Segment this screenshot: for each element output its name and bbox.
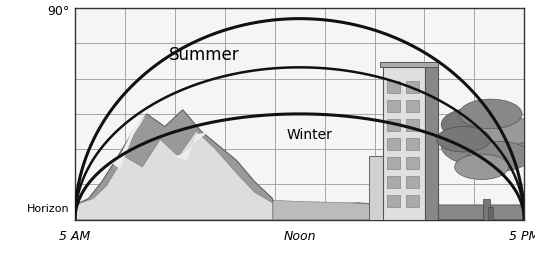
Bar: [75, 205, 524, 220]
Bar: [387, 195, 400, 207]
Polygon shape: [111, 114, 147, 169]
Bar: [387, 176, 400, 188]
Bar: [488, 207, 493, 220]
Polygon shape: [380, 62, 438, 67]
Bar: [483, 199, 490, 220]
Bar: [387, 138, 400, 150]
Circle shape: [459, 99, 522, 129]
Polygon shape: [75, 131, 273, 220]
Circle shape: [437, 126, 491, 152]
Bar: [383, 67, 425, 220]
Circle shape: [455, 154, 509, 180]
Bar: [387, 119, 400, 131]
Bar: [387, 81, 400, 93]
Text: Horizon: Horizon: [27, 204, 70, 214]
Text: 5 PM: 5 PM: [509, 230, 535, 244]
Polygon shape: [75, 110, 273, 220]
Text: 5 AM: 5 AM: [59, 230, 90, 244]
Bar: [406, 157, 419, 169]
Bar: [387, 100, 400, 112]
Bar: [406, 100, 419, 112]
Circle shape: [468, 142, 531, 171]
Bar: [406, 119, 419, 131]
Polygon shape: [75, 200, 380, 220]
Circle shape: [472, 116, 535, 146]
Bar: [425, 67, 438, 220]
Text: 90°: 90°: [47, 5, 70, 18]
Polygon shape: [75, 202, 524, 220]
Bar: [406, 195, 419, 207]
Text: Winter: Winter: [286, 128, 332, 142]
Bar: [369, 156, 383, 220]
Text: Noon: Noon: [284, 230, 316, 244]
Polygon shape: [174, 131, 210, 161]
Circle shape: [441, 124, 531, 167]
Text: Summer: Summer: [169, 46, 240, 64]
Circle shape: [441, 107, 513, 142]
Bar: [406, 81, 419, 93]
Bar: [387, 157, 400, 169]
Bar: [406, 176, 419, 188]
Bar: [406, 138, 419, 150]
